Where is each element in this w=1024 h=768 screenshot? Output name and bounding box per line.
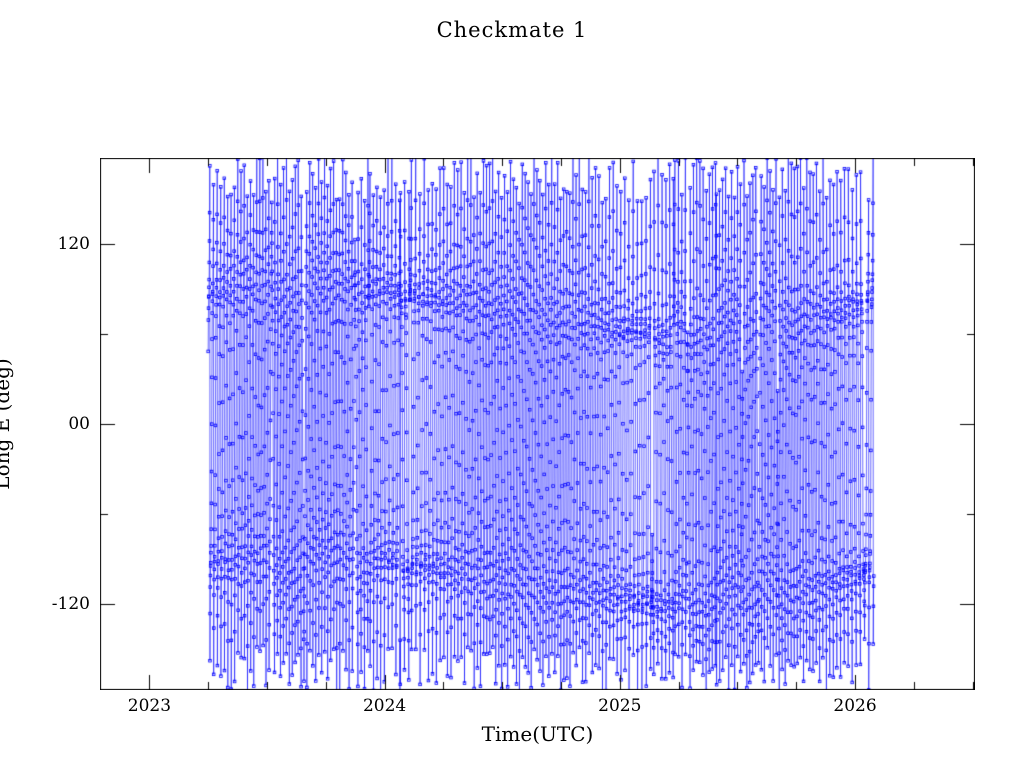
y-tick-label: 00	[68, 414, 90, 434]
x-tick-label: 2023	[127, 696, 172, 716]
plot-area	[100, 158, 975, 690]
x-tick-label: 2024	[362, 696, 407, 716]
y-tick-label: -120	[51, 594, 90, 615]
y-axis-label: Long E (deg)	[0, 358, 14, 490]
y-tick-label: 120	[57, 233, 90, 254]
chart-title: Checkmate 1	[436, 18, 588, 42]
x-tick-label: 2025	[598, 696, 642, 716]
x-tick-label: 2026	[833, 696, 877, 716]
x-axis-label: Time(UTC)	[481, 722, 594, 746]
chart-canvas	[100, 158, 975, 690]
